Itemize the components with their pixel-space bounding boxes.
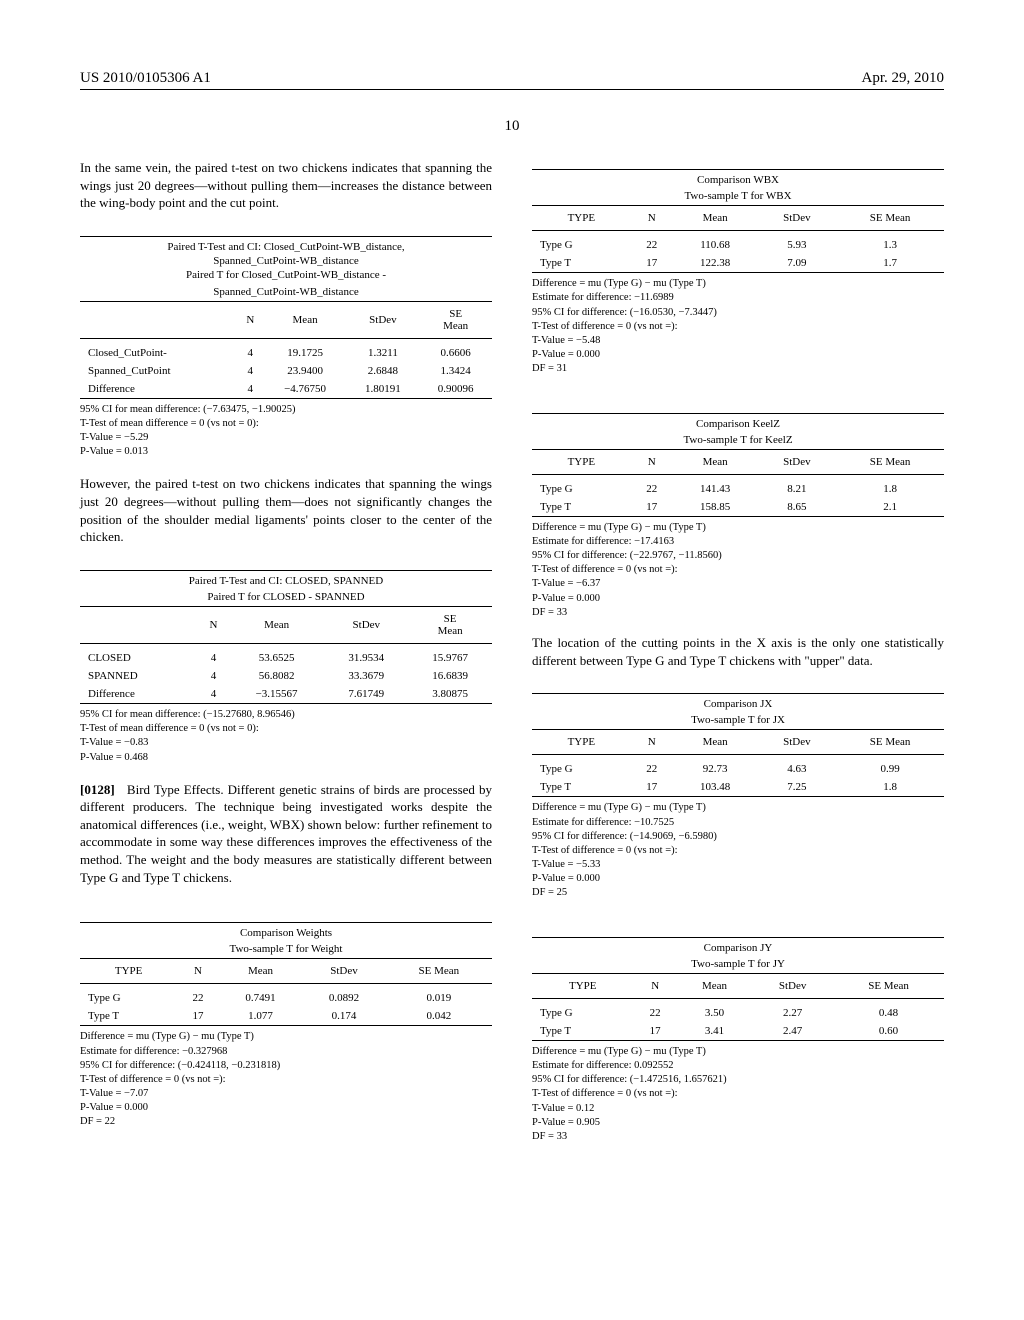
table-3-block: Comparison Weights Two-sample T for Weig… (80, 922, 492, 1130)
table-7-notes: Difference = mu (Type G) − mu (Type T) E… (532, 1045, 944, 1144)
table-4-block: Comparison WBX Two-sample T for WBX TYPE… (532, 169, 944, 377)
table-6-block: Comparison JX Two-sample T for JX TYPE N… (532, 693, 944, 901)
table-1-notes: 95% CI for mean difference: (−7.63475, −… (80, 403, 492, 460)
left-intro: In the same vein, the paired t-test on t… (80, 159, 492, 212)
table-1: N Mean StDev SEMean Closed_CutPoint-419.… (80, 302, 492, 399)
table-2-block: Paired T-Test and CI: CLOSED, SPANNED Pa… (80, 570, 492, 765)
table-1-title: Paired T-Test and CI: Closed_CutPoint-WB… (80, 236, 492, 286)
patent-page: US 2010/0105306 A1 Apr. 29, 2010 10 In t… (0, 0, 1024, 1320)
table-6: TYPE N Mean StDev SE Mean Type G2292.734… (532, 730, 944, 797)
table-4: TYPE N Mean StDev SE Mean Type G22110.68… (532, 206, 944, 273)
right-mid: The location of the cutting points in th… (532, 634, 944, 669)
paragraph-0128: [0128] Bird Type Effects. Different gene… (80, 781, 492, 886)
table-5-block: Comparison KeelZ Two-sample T for KeelZ … (532, 413, 944, 621)
table-5: TYPE N Mean StDev SE Mean Type G22141.43… (532, 450, 944, 517)
table-1-block: Paired T-Test and CI: Closed_CutPoint-WB… (80, 236, 492, 460)
table-2: N Mean StDev SEMean CLOSED453.652531.953… (80, 607, 492, 704)
table-2-notes: 95% CI for mean difference: (−15.27680, … (80, 708, 492, 765)
table-6-notes: Difference = mu (Type G) − mu (Type T) E… (532, 801, 944, 900)
left-mid: However, the paired t-test on two chicke… (80, 475, 492, 545)
two-column-layout: In the same vein, the paired t-test on t… (80, 159, 944, 1150)
patent-number: US 2010/0105306 A1 (80, 70, 211, 87)
page-header: US 2010/0105306 A1 Apr. 29, 2010 (80, 70, 944, 90)
table-7: TYPE N Mean StDev SE Mean Type G223.502.… (532, 974, 944, 1041)
patent-date: Apr. 29, 2010 (862, 70, 945, 87)
left-column: In the same vein, the paired t-test on t… (80, 159, 492, 1150)
table-7-block: Comparison JY Two-sample T for JY TYPE N… (532, 937, 944, 1145)
table-4-notes: Difference = mu (Type G) − mu (Type T) E… (532, 277, 944, 376)
right-column: Comparison WBX Two-sample T for WBX TYPE… (532, 159, 944, 1150)
table-3: TYPE N Mean StDev SE Mean Type G220.7491… (80, 959, 492, 1026)
page-number: 10 (80, 118, 944, 135)
table-5-notes: Difference = mu (Type G) − mu (Type T) E… (532, 521, 944, 620)
table-3-notes: Difference = mu (Type G) − mu (Type T) E… (80, 1030, 492, 1129)
